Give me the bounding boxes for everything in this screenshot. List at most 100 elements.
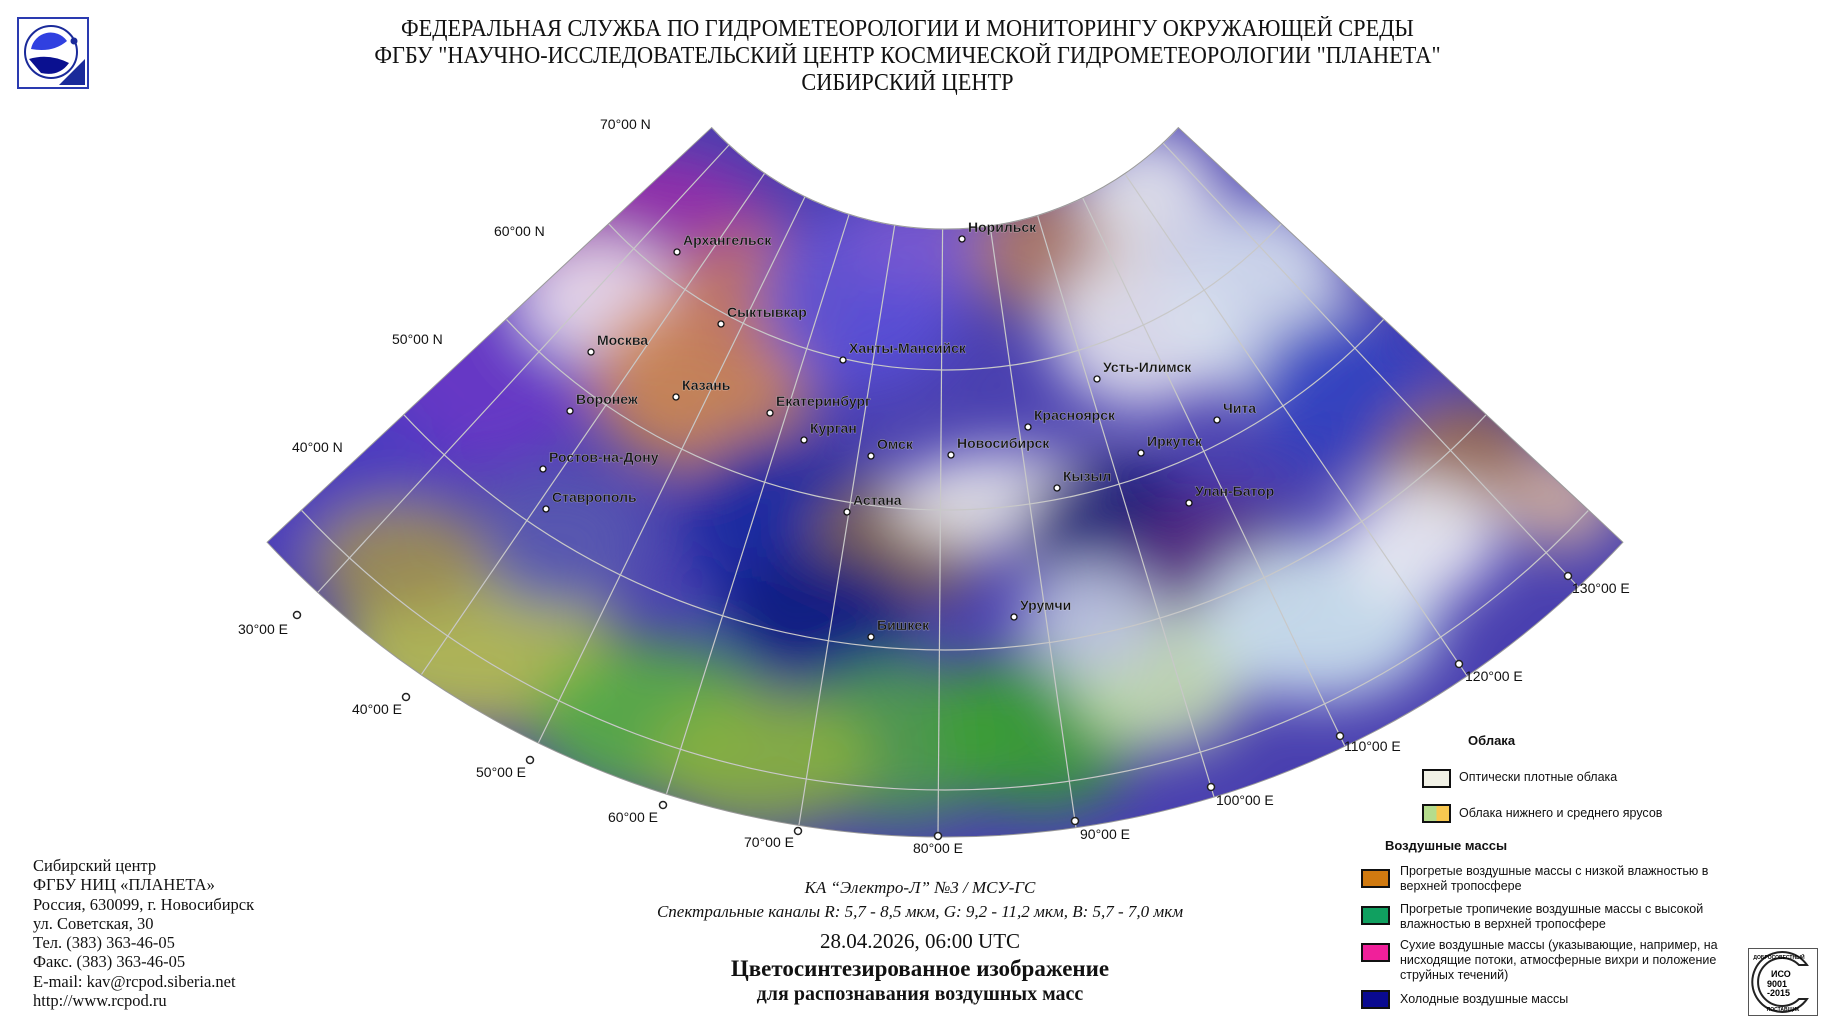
svg-text:ИСО: ИСО [1771,969,1791,979]
city-dot [867,633,875,641]
cloud-pattern [470,470,650,610]
legend-swatch-tropical-moist [1361,906,1390,925]
svg-text:ПОСТАВЩИК: ПОСТАВЩИК [1767,1007,1801,1013]
planeta-logo [17,17,89,89]
city-label: Казань [682,377,731,393]
email-link[interactable]: E-mail: kav@rcpod.siberia.net [33,971,236,991]
city-label: Новосибирск [957,435,1050,451]
cloud-pattern [650,690,870,830]
longitude-label: 110°00 E [1344,738,1401,754]
city-marker: Бишкек [867,617,930,641]
city-dot [766,409,774,417]
city-label: Норильск [968,219,1037,235]
meridian-line [1037,215,1215,798]
address-line: Факс. (383) 363-46-05 [33,952,186,972]
meridian-line [537,196,806,744]
meridian-line [1162,142,1579,588]
city-dot [867,452,875,460]
city-label: Ханты-Мансийск [849,340,967,356]
city-marker: Норильск [958,219,1037,243]
legend-airmass-title: Воздушные массы [1385,838,1508,853]
city-marker: Ростов-на-Дону [539,449,659,473]
city-dot [717,320,725,328]
city-dot [947,451,955,459]
city-marker: Астана [843,492,902,516]
city-dot [1010,613,1018,621]
city-label: Ростов-на-Дону [549,449,659,465]
meridian-tick [525,755,535,765]
city-label: Москва [597,332,648,348]
city-marker: Красноярск [1024,407,1116,431]
city-label: Усть-Илимск [1103,359,1192,375]
city-dot [542,505,550,513]
meridian-tick [1335,731,1345,741]
meridian-line [989,225,1077,828]
meridian-line [937,228,944,837]
cloud-pattern [720,550,920,690]
city-marker: Ставрополь [542,489,637,513]
cloud-pattern [1250,310,1430,470]
meridian-tick [401,692,411,702]
city-marker: Урумчи [1010,597,1071,621]
latitude-label: 50°00 N [392,331,443,347]
longitude-label: 100°00 E [1216,792,1274,808]
city-marker: Улан-Батор [1185,483,1274,507]
longitude-label: 50°00 E [476,764,526,780]
city-dot [1024,423,1032,431]
longitude-label: 30°00 E [238,621,288,637]
city-label: Красноярск [1034,407,1116,423]
city-dot [958,235,966,243]
city-marker: Ханты-Мансийск [839,340,967,364]
city-label: Урумчи [1020,597,1071,613]
city-dot [843,508,851,516]
header-line-3: СИБИРСКИЙ ЦЕНТР [801,70,1014,96]
longitude-label: 90°00 E [1080,826,1130,842]
legend-label: Прогретые тропичекие воздушные массы с в… [1400,902,1704,931]
legend-swatch-dense-clouds [1422,769,1451,788]
city-marker: Москва [587,332,648,356]
meridian-line [1124,173,1468,677]
legend-swatch-cold [1361,990,1390,1009]
address-line: ФГБУ НИЦ «ПЛАНЕТА» [33,875,215,895]
meridian-tick [1454,659,1464,669]
datetime-caption: 28.04.2026, 06:00 UTC [819,929,1021,953]
address-line: Тел. (383) 363-46-05 [33,933,175,953]
city-dot [800,436,808,444]
city-marker: Архангельск [673,232,773,256]
city-label: Воронеж [576,391,639,407]
meridian-tick [658,800,668,810]
svg-text:-2015: -2015 [1767,988,1790,998]
meridian-tick [933,831,943,841]
address-line: ул. Советская, 30 [33,913,154,933]
address-line: Сибирский центр [33,856,157,875]
meridian-line [1082,197,1346,747]
channels-caption: Спектральные каналы R: 5,7 - 8,5 мкм, G:… [656,902,1184,921]
parallel-line [403,414,1487,651]
cloud-pattern [310,500,490,620]
address-line: Россия, 630099, г. Новосибирск [33,894,255,914]
image-subtitle: для распознавания воздушных масс [756,983,1084,1005]
city-marker: Екатеринбург [766,393,871,417]
city-label: Ставрополь [552,489,637,505]
city-dot [539,465,547,473]
city-dot [839,356,847,364]
legend-swatch-dry [1361,943,1390,962]
meridian-line [317,144,730,593]
city-marker: Курган [800,420,857,444]
legend-label: Облака нижнего и среднего ярусов [1459,806,1663,820]
cloud-pattern [1340,480,1500,600]
website-link[interactable]: http://www.rcpod.ru [33,991,167,1011]
city-label: Иркутск [1147,433,1203,449]
legend-swatch-warm-dry [1361,869,1390,888]
longitude-label: 60°00 E [608,809,658,825]
cloud-pattern [1020,560,1160,680]
meridian-tick [793,826,803,836]
header-line-2: ФГБУ "НАУЧНО-ИССЛЕДОВАТЕЛЬСКИЙ ЦЕНТР КОС… [374,43,1441,69]
city-marker: Новосибирск [947,435,1051,459]
city-dot [1213,416,1221,424]
meridian-tick [1070,816,1080,826]
city-label: Чита [1223,400,1256,416]
legend-label: Сухие воздушные массы (указывающие, напр… [1400,938,1718,982]
city-dot [587,348,595,356]
svg-text:9001: 9001 [1767,979,1787,989]
